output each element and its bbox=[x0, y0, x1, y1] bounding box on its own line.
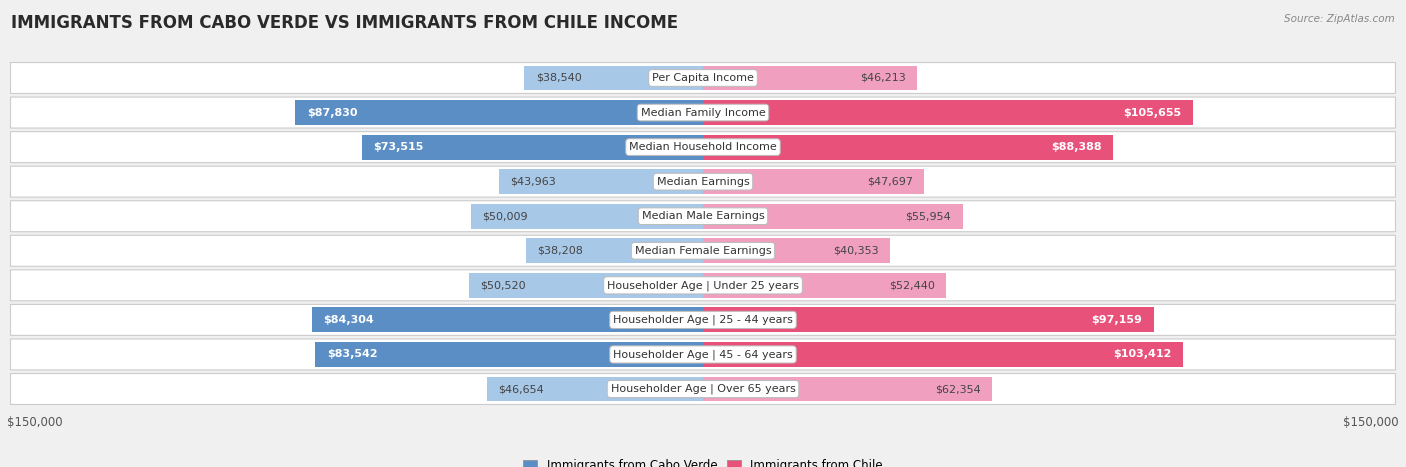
FancyBboxPatch shape bbox=[10, 132, 1396, 163]
Text: $43,963: $43,963 bbox=[510, 177, 557, 187]
FancyBboxPatch shape bbox=[10, 235, 1396, 266]
Text: $103,412: $103,412 bbox=[1112, 349, 1171, 360]
Bar bbox=[526, 238, 703, 263]
FancyBboxPatch shape bbox=[10, 97, 1396, 128]
Text: IMMIGRANTS FROM CABO VERDE VS IMMIGRANTS FROM CHILE INCOME: IMMIGRANTS FROM CABO VERDE VS IMMIGRANTS… bbox=[11, 14, 678, 32]
FancyBboxPatch shape bbox=[10, 304, 1396, 335]
Text: Householder Age | 25 - 44 years: Householder Age | 25 - 44 years bbox=[613, 315, 793, 325]
Bar bbox=[703, 204, 963, 229]
Bar bbox=[471, 204, 703, 229]
Text: $84,304: $84,304 bbox=[323, 315, 374, 325]
Text: Median Family Income: Median Family Income bbox=[641, 107, 765, 118]
Text: $46,213: $46,213 bbox=[860, 73, 905, 83]
Bar bbox=[703, 169, 924, 194]
Text: $73,515: $73,515 bbox=[374, 142, 423, 152]
Text: $87,830: $87,830 bbox=[307, 107, 357, 118]
Text: $83,542: $83,542 bbox=[328, 349, 378, 360]
FancyBboxPatch shape bbox=[10, 374, 1396, 404]
Bar bbox=[524, 65, 703, 91]
Text: $40,353: $40,353 bbox=[832, 246, 879, 256]
Text: Source: ZipAtlas.com: Source: ZipAtlas.com bbox=[1284, 14, 1395, 24]
FancyBboxPatch shape bbox=[10, 166, 1396, 197]
Text: $38,540: $38,540 bbox=[536, 73, 582, 83]
Text: Per Capita Income: Per Capita Income bbox=[652, 73, 754, 83]
Text: $150,000: $150,000 bbox=[7, 416, 63, 429]
Bar bbox=[703, 342, 1182, 367]
Text: $55,954: $55,954 bbox=[905, 211, 950, 221]
FancyBboxPatch shape bbox=[10, 339, 1396, 370]
Text: Median Household Income: Median Household Income bbox=[628, 142, 778, 152]
Bar bbox=[468, 273, 703, 298]
Bar bbox=[295, 100, 703, 125]
Text: $150,000: $150,000 bbox=[1343, 416, 1399, 429]
Bar bbox=[312, 307, 703, 333]
Text: $47,697: $47,697 bbox=[866, 177, 912, 187]
Text: Median Earnings: Median Earnings bbox=[657, 177, 749, 187]
Text: Householder Age | Under 25 years: Householder Age | Under 25 years bbox=[607, 280, 799, 290]
Text: Householder Age | 45 - 64 years: Householder Age | 45 - 64 years bbox=[613, 349, 793, 360]
Legend: Immigrants from Cabo Verde, Immigrants from Chile: Immigrants from Cabo Verde, Immigrants f… bbox=[519, 454, 887, 467]
Bar bbox=[703, 238, 890, 263]
Bar bbox=[361, 134, 703, 160]
FancyBboxPatch shape bbox=[10, 270, 1396, 301]
Bar bbox=[703, 273, 946, 298]
Bar bbox=[703, 376, 993, 402]
FancyBboxPatch shape bbox=[10, 63, 1396, 93]
Text: $50,520: $50,520 bbox=[481, 280, 526, 290]
Bar bbox=[703, 307, 1154, 333]
Bar bbox=[486, 376, 703, 402]
Text: Median Male Earnings: Median Male Earnings bbox=[641, 211, 765, 221]
Text: $62,354: $62,354 bbox=[935, 384, 981, 394]
Text: $88,388: $88,388 bbox=[1050, 142, 1101, 152]
Bar bbox=[703, 134, 1114, 160]
Bar bbox=[315, 342, 703, 367]
FancyBboxPatch shape bbox=[10, 201, 1396, 232]
Text: $105,655: $105,655 bbox=[1123, 107, 1181, 118]
Text: $52,440: $52,440 bbox=[889, 280, 935, 290]
Text: Householder Age | Over 65 years: Householder Age | Over 65 years bbox=[610, 384, 796, 394]
Bar bbox=[499, 169, 703, 194]
Text: Median Female Earnings: Median Female Earnings bbox=[634, 246, 772, 256]
Text: $46,654: $46,654 bbox=[498, 384, 544, 394]
Bar bbox=[703, 100, 1194, 125]
Text: $97,159: $97,159 bbox=[1091, 315, 1142, 325]
Bar bbox=[703, 65, 918, 91]
Text: $38,208: $38,208 bbox=[537, 246, 583, 256]
Text: $50,009: $50,009 bbox=[482, 211, 529, 221]
